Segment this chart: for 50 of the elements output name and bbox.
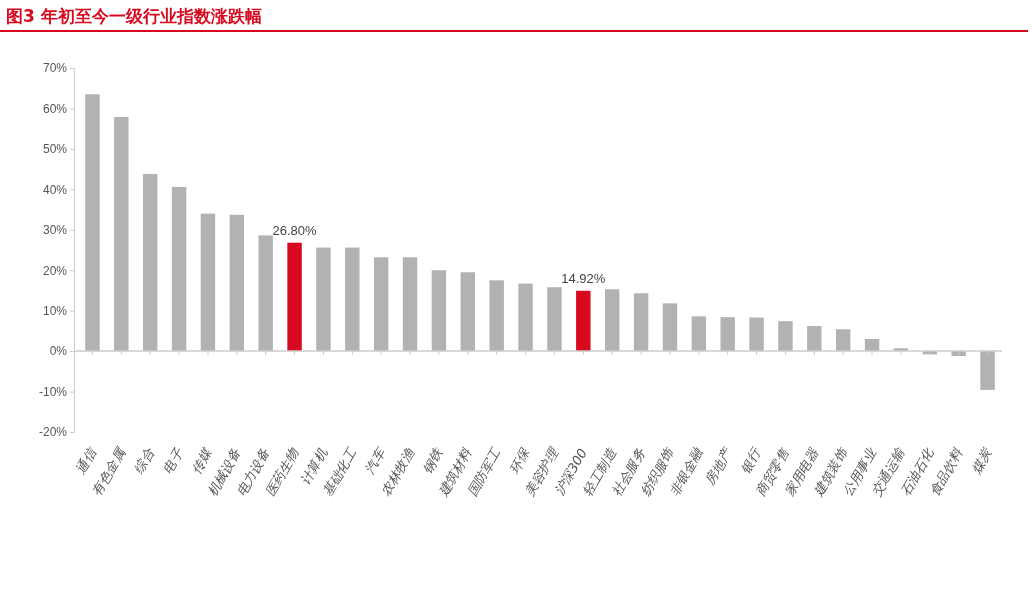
bar bbox=[576, 290, 591, 352]
x-tick-label: 综合 bbox=[130, 445, 158, 477]
bar bbox=[691, 316, 707, 352]
bar bbox=[229, 214, 245, 352]
bar bbox=[633, 293, 649, 352]
y-tick-label: -20% bbox=[38, 425, 68, 440]
bar bbox=[518, 283, 533, 352]
bar bbox=[460, 272, 476, 352]
bar bbox=[547, 287, 562, 352]
bar bbox=[402, 257, 418, 352]
bar bbox=[662, 303, 678, 352]
bar bbox=[85, 94, 100, 352]
x-tick-label: 电子 bbox=[159, 445, 187, 477]
bar bbox=[258, 235, 273, 352]
y-tick-label: -10% bbox=[38, 384, 68, 399]
data-label: 14.92% bbox=[561, 270, 606, 286]
chart-title: 图3 年初至今一级行业指数涨跌幅 bbox=[6, 6, 262, 26]
bar bbox=[373, 257, 389, 352]
x-tick-label: 传媒 bbox=[188, 444, 216, 477]
bar bbox=[835, 329, 851, 352]
y-tick-label: 0% bbox=[49, 344, 68, 359]
bar bbox=[720, 317, 735, 352]
bar bbox=[778, 321, 793, 352]
y-tick-label: 60% bbox=[42, 101, 68, 116]
bar bbox=[200, 213, 216, 352]
y-tick-label: 70% bbox=[42, 61, 68, 76]
x-tick-label: 通信 bbox=[73, 444, 101, 477]
y-tick-label: 10% bbox=[42, 304, 68, 319]
bar bbox=[431, 270, 447, 352]
data-label: 26.80% bbox=[272, 222, 318, 238]
x-tick-label: 煤炭 bbox=[967, 445, 995, 477]
bar bbox=[345, 247, 360, 352]
bar bbox=[316, 247, 331, 352]
bar bbox=[287, 242, 302, 352]
bar bbox=[489, 280, 504, 352]
bar bbox=[807, 326, 822, 352]
bar bbox=[749, 317, 764, 352]
x-tick-label: 环保 bbox=[506, 445, 533, 477]
y-tick-label: 50% bbox=[42, 142, 68, 157]
x-tick-label: 钢铁 bbox=[419, 445, 447, 477]
y-tick-label: 30% bbox=[42, 223, 68, 238]
bar bbox=[114, 116, 129, 352]
bar bbox=[142, 173, 158, 352]
x-tick-label: 汽车 bbox=[361, 444, 389, 477]
bar bbox=[604, 289, 620, 352]
bar bbox=[980, 351, 995, 390]
y-tick-label: 40% bbox=[42, 182, 68, 197]
y-tick-label: 20% bbox=[42, 263, 68, 278]
bar bbox=[171, 186, 187, 352]
x-tick-label: 银行 bbox=[737, 444, 765, 477]
